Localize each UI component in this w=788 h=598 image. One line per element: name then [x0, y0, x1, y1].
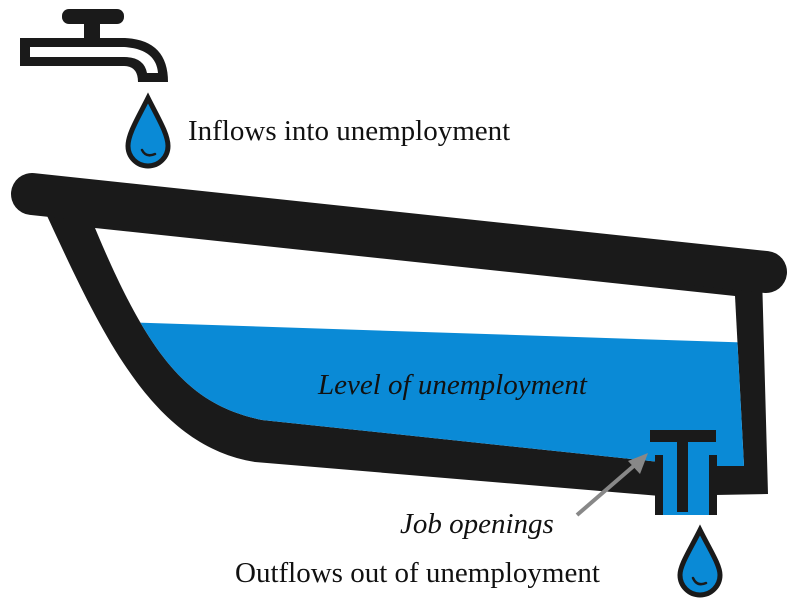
arrow: [575, 453, 648, 517]
faucet: [20, 9, 168, 82]
job-openings-label: Job openings: [400, 508, 554, 540]
water-drop: [125, 92, 171, 169]
level-label: Level of unemployment: [317, 369, 588, 401]
water-drop: [677, 524, 723, 598]
bathtub: [11, 173, 787, 515]
outflows-label: Outflows out of unemployment: [235, 557, 600, 589]
inflows-label: Inflows into unemployment: [188, 115, 510, 147]
